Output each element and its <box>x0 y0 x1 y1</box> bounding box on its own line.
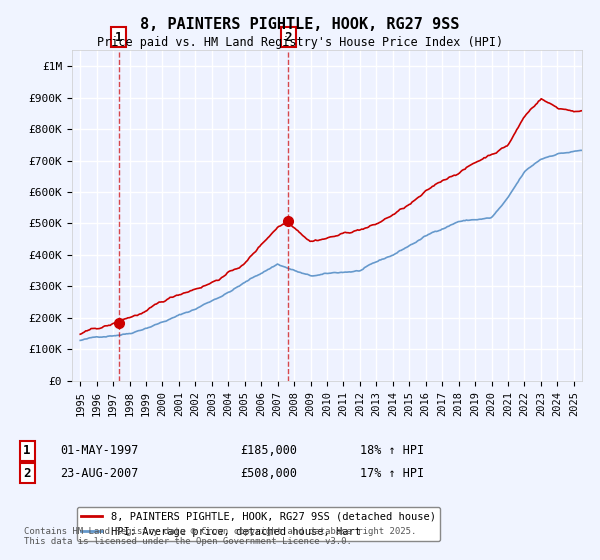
Text: 17% ↑ HPI: 17% ↑ HPI <box>360 466 424 480</box>
Text: 1: 1 <box>115 31 122 44</box>
Text: Contains HM Land Registry data © Crown copyright and database right 2025.
This d: Contains HM Land Registry data © Crown c… <box>24 526 416 546</box>
Text: £185,000: £185,000 <box>240 444 297 458</box>
Legend: 8, PAINTERS PIGHTLE, HOOK, RG27 9SS (detached house), HPI: Average price, detach: 8, PAINTERS PIGHTLE, HOOK, RG27 9SS (det… <box>77 507 440 541</box>
Text: £508,000: £508,000 <box>240 466 297 480</box>
Text: 2: 2 <box>23 466 31 480</box>
Text: Price paid vs. HM Land Registry's House Price Index (HPI): Price paid vs. HM Land Registry's House … <box>97 36 503 49</box>
Text: 2: 2 <box>284 31 292 44</box>
Text: 8, PAINTERS PIGHTLE, HOOK, RG27 9SS: 8, PAINTERS PIGHTLE, HOOK, RG27 9SS <box>140 17 460 32</box>
Text: 1: 1 <box>23 444 31 458</box>
Text: 23-AUG-2007: 23-AUG-2007 <box>60 466 139 480</box>
Text: 18% ↑ HPI: 18% ↑ HPI <box>360 444 424 458</box>
Text: 01-MAY-1997: 01-MAY-1997 <box>60 444 139 458</box>
